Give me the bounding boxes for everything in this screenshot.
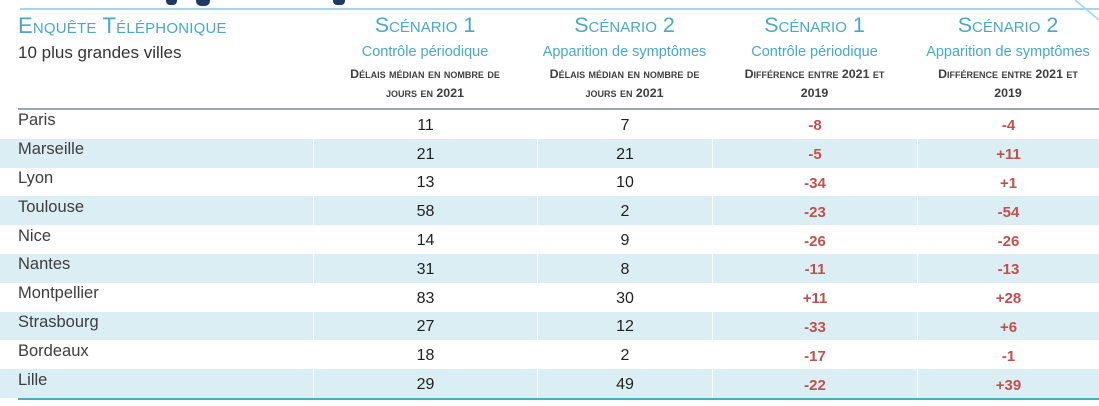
s2-delay-value: 2 xyxy=(537,196,712,226)
header-divider-line xyxy=(18,108,1099,110)
s2-delay-value: 2 xyxy=(537,340,712,370)
s1-delay-value: 83 xyxy=(313,282,537,312)
city-label: Toulouse xyxy=(18,197,85,216)
measure-line2: 2019 xyxy=(994,85,1022,100)
s2-diff-value: +1 xyxy=(917,167,1099,197)
city-label: Lille xyxy=(18,370,48,389)
s1-delay-value: 31 xyxy=(313,253,537,283)
s1-delay-value: 11 xyxy=(313,110,537,139)
s2-delay-value: 21 xyxy=(537,138,712,168)
city-label: Paris xyxy=(18,111,56,130)
s1-diff-value: -23 xyxy=(712,196,917,226)
city-label: Marseille xyxy=(18,140,85,159)
s1-delay-value: 29 xyxy=(313,369,537,398)
s1-delay-value: 14 xyxy=(313,225,537,254)
scenario-subtitle: Apparition de symptômes xyxy=(542,43,707,60)
table-row-strasbourg: Strasbourg 27 12 -33 +6 xyxy=(0,311,1099,341)
table-row-lille: Lille 29 49 -22 +39 xyxy=(0,369,1099,398)
measure-label: Différence entre 2021 et 2019 xyxy=(712,65,917,103)
table-row-bordeaux: Bordeaux 18 2 -17 -1 xyxy=(0,340,1099,370)
s2-diff-value: +6 xyxy=(917,311,1099,341)
column-header-scenario2-delay: Scénario 2 Apparition de symptômes Délai… xyxy=(537,12,712,103)
s1-diff-value: +11 xyxy=(712,282,917,312)
s1-diff-value: -8 xyxy=(712,110,917,139)
measure-line1: Différence entre 2021 et xyxy=(744,66,885,81)
s1-delay-value: 27 xyxy=(313,311,537,341)
s2-diff-value: -13 xyxy=(917,253,1099,283)
table-row-toulouse: Toulouse 58 2 -23 -54 xyxy=(0,196,1099,226)
s1-delay-value: 58 xyxy=(313,196,537,226)
city-label: Montpellier xyxy=(18,284,99,303)
city-label: Nantes xyxy=(18,255,71,274)
city-label: Nice xyxy=(18,226,52,245)
s2-delay-value: 8 xyxy=(537,253,712,283)
top-divider-line xyxy=(20,8,1099,10)
s1-diff-value: -34 xyxy=(712,167,917,197)
measure-label: Délais médian en nombre de jours en 2021 xyxy=(313,65,537,103)
s2-diff-value: -26 xyxy=(917,225,1099,254)
scenario-title: Scénario 1 xyxy=(374,13,476,37)
cutoff-title-fragment xyxy=(166,0,177,5)
measure-label: Différence entre 2021 et 2019 xyxy=(917,65,1099,103)
table-row-marseille: Marseille 21 21 -5 +11 xyxy=(0,138,1099,168)
data-table: Paris 11 7 -8 -4 Marseille 21 21 -5 +11 … xyxy=(0,110,1099,398)
s1-diff-value: -33 xyxy=(712,311,917,341)
cutoff-title-fragment xyxy=(333,0,345,5)
measure-line1: Délais médian en nombre de xyxy=(549,66,700,81)
measure-line1: Délais médian en nombre de xyxy=(350,66,500,81)
scenario-subtitle: Contrôle périodique xyxy=(751,43,878,60)
s2-delay-value: 49 xyxy=(537,369,712,398)
table-row-paris: Paris 11 7 -8 -4 xyxy=(0,110,1099,139)
s2-delay-value: 12 xyxy=(537,311,712,341)
column-header-scenario1-diff: Scénario 1 Contrôle périodique Différenc… xyxy=(712,12,917,103)
cutoff-title-fragment xyxy=(196,0,210,6)
measure-line1: Différence entre 2021 et xyxy=(938,66,1078,81)
column-header-scenario2-diff: Scénario 2 Apparition de symptômes Diffé… xyxy=(917,12,1099,103)
measure-line2: 2019 xyxy=(800,85,829,100)
table-row-montpellier: Montpellier 83 30 +11 +28 xyxy=(0,282,1099,312)
page-subtitle: 10 plus grandes villes xyxy=(18,43,182,63)
table-header: Enquête Téléphonique 10 plus grandes vil… xyxy=(0,12,1099,103)
table-row-lyon: Lyon 13 10 -34 +1 xyxy=(0,167,1099,197)
s1-delay-value: 21 xyxy=(313,138,537,168)
s2-diff-value: +11 xyxy=(917,138,1099,168)
s1-diff-value: -26 xyxy=(712,225,917,254)
measure-line2: jours en 2021 xyxy=(386,85,464,100)
scenario-subtitle: Contrôle périodique xyxy=(361,43,489,60)
s1-delay-value: 18 xyxy=(313,340,537,370)
scenario-title: Scénario 2 xyxy=(957,13,1059,37)
s1-delay-value: 13 xyxy=(313,167,537,197)
page-title: Enquête Téléphonique xyxy=(18,13,227,38)
city-label: Lyon xyxy=(18,168,54,187)
s2-delay-value: 10 xyxy=(537,167,712,197)
s2-diff-value: +39 xyxy=(917,369,1099,398)
measure-label: Délais médian en nombre de jours en 2021 xyxy=(537,65,712,103)
table-row-nantes: Nantes 31 8 -11 -13 xyxy=(0,253,1099,283)
table-row-nice: Nice 14 9 -26 -26 xyxy=(0,225,1099,254)
cutoff-corner-line xyxy=(1074,0,1099,21)
s2-diff-value: +28 xyxy=(917,282,1099,312)
table-bottom-line xyxy=(18,398,1099,400)
scenario-subtitle: Apparition de symptômes xyxy=(926,43,1090,60)
s2-delay-value: 9 xyxy=(537,225,712,254)
s1-diff-value: -5 xyxy=(712,138,917,168)
scenario-title: Scénario 2 xyxy=(574,13,675,37)
s2-diff-value: -4 xyxy=(917,110,1099,139)
s2-delay-value: 7 xyxy=(537,110,712,139)
city-label: Bordeaux xyxy=(18,341,89,360)
table-title-block: Enquête Téléphonique 10 plus grandes vil… xyxy=(0,12,313,103)
s2-diff-value: -1 xyxy=(917,340,1099,370)
scenario-title: Scénario 1 xyxy=(764,13,865,37)
s1-diff-value: -11 xyxy=(712,253,917,283)
s1-diff-value: -22 xyxy=(712,369,917,398)
city-label: Strasbourg xyxy=(18,312,99,331)
s1-diff-value: -17 xyxy=(712,340,917,370)
column-header-scenario1-delay: Scénario 1 Contrôle périodique Délais mé… xyxy=(313,12,537,103)
s2-diff-value: -54 xyxy=(917,196,1099,226)
s2-delay-value: 30 xyxy=(537,282,712,312)
measure-line2: jours en 2021 xyxy=(585,85,664,100)
